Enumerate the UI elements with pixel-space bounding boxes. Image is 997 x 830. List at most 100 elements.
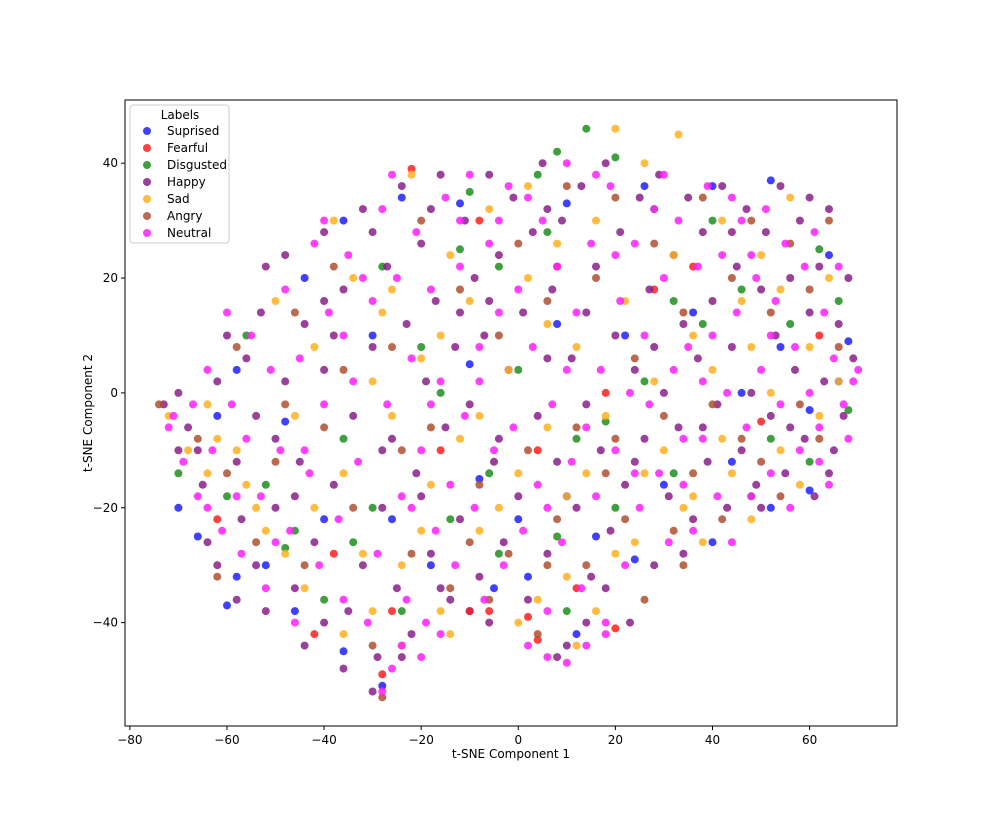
point-angry-27 (553, 515, 562, 524)
point-happy-142 (252, 411, 261, 420)
point-sad-55 (766, 388, 775, 397)
point-angry-18 (456, 285, 464, 294)
point-neutral-59 (499, 561, 508, 570)
point-sad-49 (708, 365, 717, 374)
point-happy-7 (232, 457, 241, 466)
point-neutral-122 (805, 388, 814, 397)
point-angry-32 (601, 469, 610, 478)
point-neutral-21 (305, 469, 314, 478)
legend-marker-fearful (143, 144, 151, 152)
point-sad-78 (368, 377, 377, 386)
point-disgusted-36 (572, 434, 581, 443)
point-neutral-130 (844, 434, 853, 443)
point-fearful-1 (310, 630, 319, 639)
y-tick-label: 20 (103, 271, 118, 285)
point-neutral-22 (310, 239, 319, 248)
point-angry-13 (388, 343, 396, 351)
point-angry-35 (630, 354, 639, 363)
y-axis-ticks: −40 −20 0 20 40 (93, 156, 125, 630)
point-neutral-163 (524, 193, 532, 202)
legend-label-happy: Happy (167, 175, 206, 189)
point-happy-53 (490, 457, 498, 466)
point-neutral-40 (407, 354, 416, 363)
point-neutral-88 (640, 331, 649, 340)
point-happy-143 (290, 492, 299, 501)
point-happy-85 (645, 285, 654, 294)
point-sad-3 (213, 434, 222, 443)
point-neutral-108 (737, 216, 746, 225)
point-sad-77 (776, 285, 785, 294)
point-disgusted-34 (601, 417, 610, 426)
point-suprised-17 (766, 176, 775, 185)
x-tick-label: 20 (608, 733, 623, 747)
point-sad-18 (417, 354, 426, 363)
point-happy-131 (300, 641, 309, 650)
point-angry-57 (223, 469, 231, 478)
point-neutral-14 (261, 584, 270, 593)
point-disgusted-18 (737, 285, 746, 294)
point-angry-42 (698, 193, 707, 202)
point-happy-65 (548, 285, 557, 294)
point-sad-57 (786, 193, 795, 202)
point-happy-123 (829, 446, 838, 455)
point-happy-63 (538, 159, 547, 168)
point-happy-158 (368, 228, 377, 237)
point-happy-49 (470, 274, 479, 282)
point-happy-24 (344, 607, 353, 616)
point-happy-114 (786, 274, 795, 282)
point-sad-82 (689, 492, 698, 501)
legend-marker-suprised (143, 127, 151, 135)
point-angry-37 (650, 239, 659, 248)
point-sad-76 (718, 434, 727, 443)
series-happy (159, 159, 858, 696)
point-neutral-164 (592, 170, 600, 179)
point-neutral-143 (358, 274, 367, 282)
point-sad-32 (553, 239, 562, 248)
point-sad-33 (562, 572, 571, 581)
point-suprised-30 (553, 320, 562, 328)
point-neutral-85 (626, 388, 634, 397)
point-angry-5 (271, 457, 280, 466)
point-happy-96 (698, 228, 707, 237)
point-happy-70 (572, 503, 581, 512)
point-happy-151 (630, 457, 639, 466)
point-suprised-23 (339, 216, 348, 225)
point-happy-152 (679, 549, 688, 558)
point-happy-74 (592, 262, 600, 271)
point-neutral-157 (679, 434, 688, 443)
x-tick-label: −20 (409, 733, 434, 747)
legend-marker-sad (143, 195, 151, 203)
point-neutral-36 (388, 664, 396, 673)
point-angry-9 (329, 262, 338, 271)
point-suprised-38 (475, 475, 484, 483)
point-neutral-71 (558, 538, 566, 547)
point-neutral-92 (659, 274, 668, 282)
point-angry-41 (689, 469, 698, 478)
point-sad-45 (674, 130, 683, 139)
point-angry-49 (766, 308, 775, 317)
point-sad-31 (543, 423, 552, 432)
point-suprised-9 (524, 572, 532, 581)
point-neutral-147 (630, 469, 639, 478)
y-tick-label: 40 (103, 156, 118, 170)
point-neutral-142 (300, 446, 309, 455)
point-neutral-48 (446, 480, 455, 489)
point-sad-35 (582, 469, 591, 478)
point-neutral-155 (543, 503, 552, 512)
point-happy-73 (587, 572, 596, 581)
point-neutral-16 (276, 446, 285, 455)
point-happy-105 (742, 205, 751, 214)
legend-label-angry: Angry (167, 209, 202, 223)
y-axis-label: t-SNE Component 2 (81, 354, 95, 472)
point-happy-160 (485, 297, 494, 305)
point-sad-16 (397, 561, 406, 570)
point-suprised-26 (213, 411, 222, 420)
point-suprised-0 (174, 503, 183, 512)
point-neutral-159 (815, 457, 824, 466)
point-happy-25 (349, 411, 358, 420)
point-suprised-11 (630, 555, 639, 564)
point-neutral-118 (786, 503, 795, 512)
point-angry-62 (543, 561, 552, 570)
point-sad-88 (252, 503, 261, 512)
point-neutral-2 (179, 457, 188, 466)
